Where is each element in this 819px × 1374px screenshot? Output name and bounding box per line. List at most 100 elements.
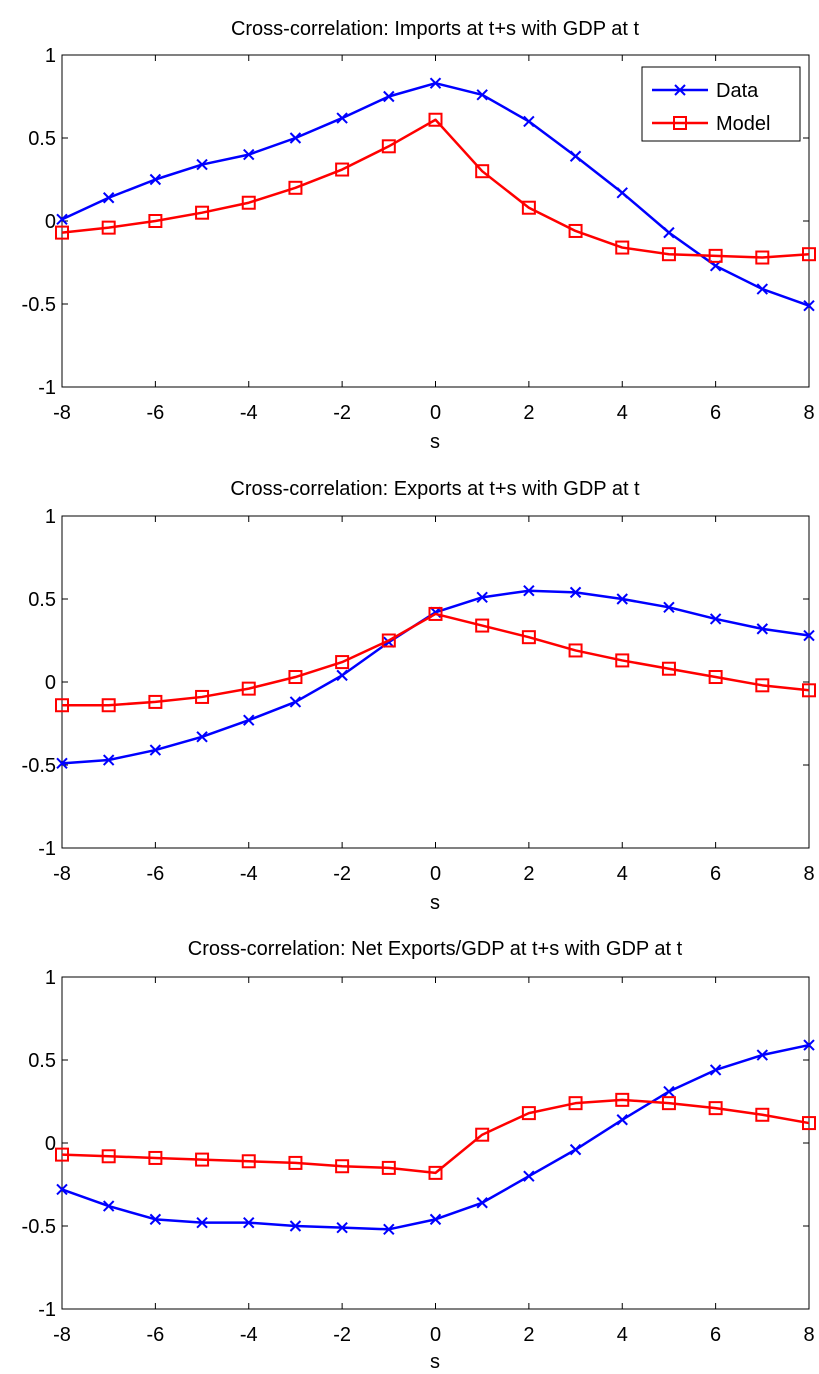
series-line-data: [61, 1043, 810, 1231]
x-tick-label: -4: [240, 863, 258, 885]
x-tick-label: -2: [333, 402, 351, 424]
x-tick-label: 8: [803, 863, 814, 885]
y-tick-label: -1: [38, 377, 56, 399]
x-tick-label: 6: [710, 1324, 721, 1346]
data-point-model: [615, 1092, 630, 1107]
data-point-data: [756, 623, 769, 635]
y-tick-label: 0.5: [28, 128, 56, 150]
x-tick-label: 2: [523, 1324, 534, 1346]
data-point-model: [521, 1106, 536, 1121]
x-tick-label: 4: [617, 402, 628, 424]
data-point-model: [288, 670, 303, 685]
data-point-data: [336, 1221, 348, 1234]
x-tick-label: -4: [240, 402, 258, 424]
y-tick-labels-1: -1 -0.5 0 0.5 1: [22, 45, 56, 399]
x-tick-label: -4: [240, 1324, 258, 1346]
x-tick-label: 0: [430, 1324, 441, 1346]
data-point-data: [803, 299, 815, 312]
data-point-data: [616, 187, 628, 199]
x-tick-label: 8: [803, 402, 814, 424]
data-point-model: [335, 1159, 350, 1174]
data-point-model: [615, 653, 630, 668]
data-point-data: [196, 1216, 208, 1229]
data-point-model: [615, 240, 630, 255]
data-point-data: [196, 731, 208, 743]
x-tick-label: -6: [147, 863, 165, 885]
legend-box: [641, 66, 801, 142]
data-point-model: [335, 655, 350, 670]
series-line-data: [61, 589, 810, 765]
y-tick-label: 1: [45, 967, 56, 989]
data-point-data: [616, 1114, 628, 1126]
data-point-data: [149, 173, 162, 186]
legend-marker-model: [673, 116, 687, 130]
data-point-model: [101, 1149, 116, 1164]
x-tick-label: 6: [710, 863, 721, 885]
data-point-model: [241, 195, 256, 210]
data-point-data: [709, 1064, 722, 1076]
ticks-3: [61, 976, 810, 1310]
data-point-model: [381, 139, 396, 154]
data-point-data: [383, 90, 395, 103]
data-point-model: [802, 1116, 816, 1131]
data-point-data: [476, 591, 488, 604]
y-tick-label: 0: [45, 1133, 56, 1155]
chart-title-2: Cross-correlation: Exports at t+s with G…: [230, 478, 640, 500]
data-point-data: [569, 150, 582, 162]
data-point-model: [381, 1160, 396, 1175]
data-point-data: [56, 757, 68, 770]
data-point-model: [802, 247, 816, 262]
chart-panel-3: Cross-correlation: Net Exports/GDP at t+…: [22, 938, 816, 1373]
chart-title-1: Cross-correlation: Imports at t+s with G…: [231, 18, 640, 40]
y-tick-label: 0: [45, 211, 56, 233]
data-point-data: [523, 1170, 535, 1182]
data-point-model: [661, 247, 676, 262]
y-tick-label: 1: [45, 506, 56, 528]
data-point-data: [243, 148, 255, 161]
data-point-data: [383, 1223, 395, 1236]
data-point-data: [616, 593, 628, 605]
y-tick-label: 1: [45, 45, 56, 67]
data-point-data: [803, 629, 815, 642]
legend: Data Model: [641, 66, 801, 142]
data-point-model: [195, 689, 210, 704]
data-point-data: [476, 89, 488, 101]
series-layer-3: [55, 1039, 816, 1236]
data-point-data: [102, 754, 115, 766]
x-tick-label: 8: [803, 1324, 814, 1346]
x-tick-label: 4: [617, 863, 628, 885]
chart-panel-2: Cross-correlation: Exports at t+s with G…: [22, 478, 816, 914]
legend-label-data: Data: [716, 80, 759, 102]
x-tick-labels-2: -8 -6 -4 -2 0 2 4 6 8: [53, 863, 814, 885]
y-tick-label: -0.5: [22, 1216, 56, 1238]
data-point-data: [569, 586, 582, 599]
y-tick-labels-3: -1 -0.5 0 0.5 1: [22, 967, 56, 1321]
data-point-model: [288, 180, 303, 195]
data-point-model: [101, 220, 116, 235]
data-point-data: [709, 613, 722, 625]
data-point-model: [708, 248, 723, 263]
data-point-model: [475, 164, 490, 179]
data-point-data: [289, 132, 302, 144]
data-point-data: [569, 1143, 582, 1156]
data-point-data: [102, 192, 115, 204]
data-point-data: [56, 1183, 68, 1196]
y-tick-labels-2: -1 -0.5 0 0.5 1: [22, 506, 56, 860]
data-point-model: [475, 1127, 490, 1142]
data-point-data: [102, 1200, 115, 1212]
data-point-data: [663, 1085, 675, 1098]
y-tick-label: -0.5: [22, 294, 56, 316]
series-line-model: [62, 612, 810, 707]
data-point-data: [289, 696, 302, 708]
x-axis-label-1: s: [430, 431, 440, 453]
data-point-model: [708, 670, 723, 685]
y-tick-label: -0.5: [22, 755, 56, 777]
data-point-model: [708, 1101, 723, 1116]
x-tick-label: -8: [53, 863, 71, 885]
y-tick-label: 0.5: [28, 1050, 56, 1072]
data-point-data: [336, 112, 348, 124]
data-point-data: [149, 744, 162, 756]
series-layer-1: [55, 77, 816, 312]
data-point-model: [55, 698, 69, 713]
